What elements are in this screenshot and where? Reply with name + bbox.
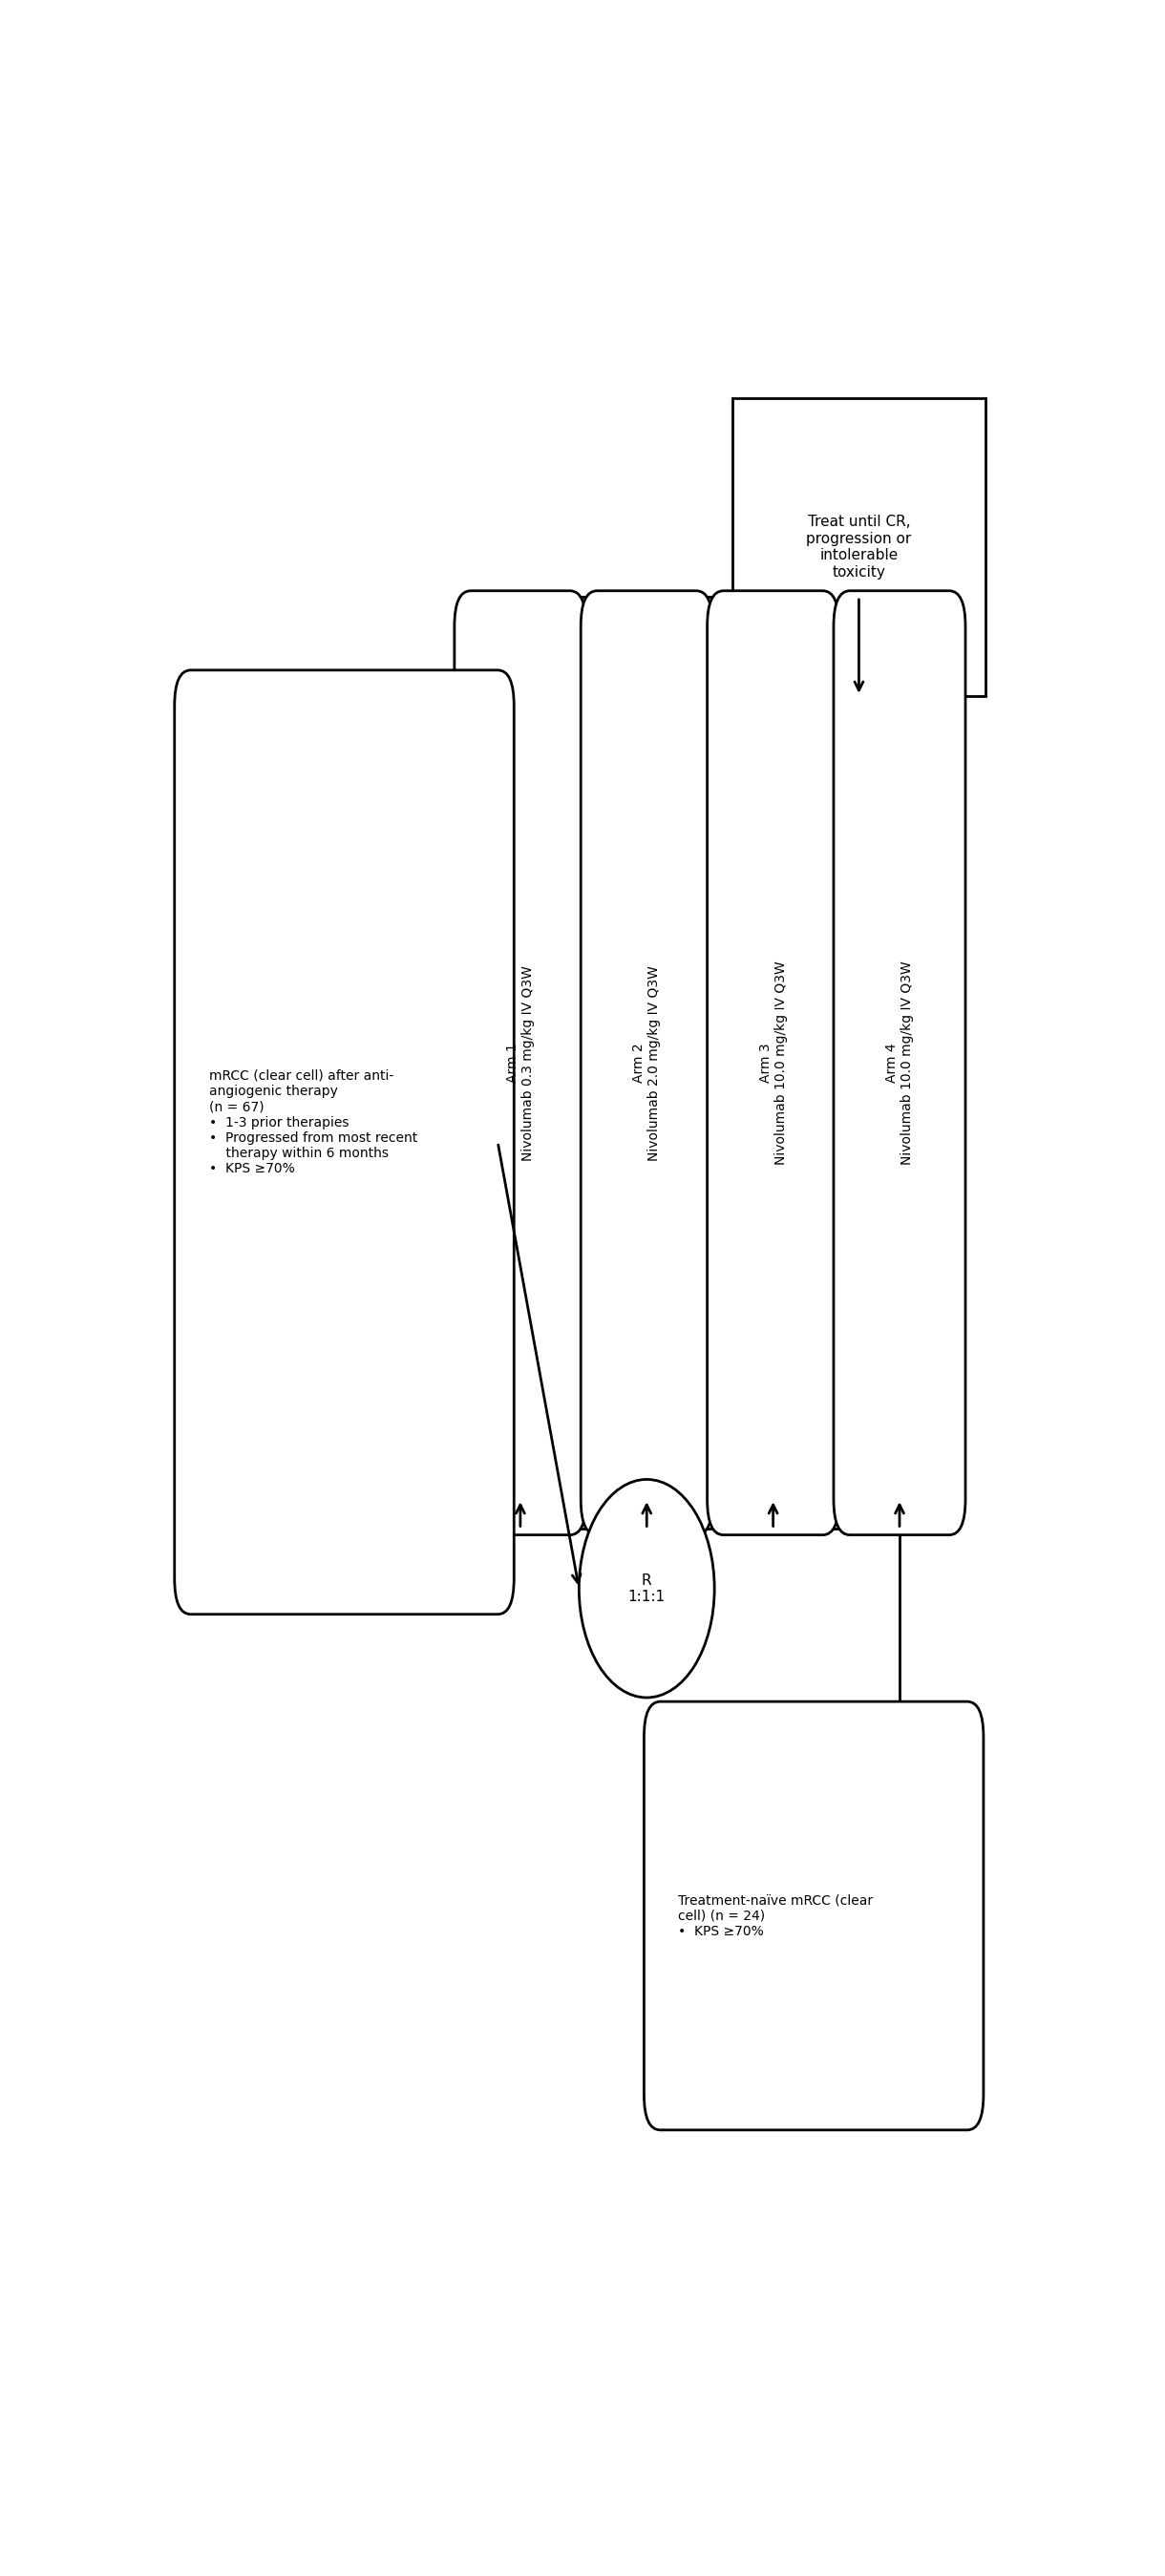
FancyBboxPatch shape <box>581 590 713 1535</box>
FancyBboxPatch shape <box>454 590 586 1535</box>
Text: Arm 2
Nivolumab 2.0 mg/kg IV Q3W: Arm 2 Nivolumab 2.0 mg/kg IV Q3W <box>633 966 662 1162</box>
Text: Arm 3
Nivolumab 10.0 mg/kg IV Q3W: Arm 3 Nivolumab 10.0 mg/kg IV Q3W <box>758 961 788 1164</box>
FancyBboxPatch shape <box>644 1703 983 2130</box>
FancyBboxPatch shape <box>175 670 514 1615</box>
Text: FIG. 1 – Study Design and Objectives: FIG. 1 – Study Design and Objectives <box>185 855 205 1270</box>
Text: Arm 4
Nivolumab 10.0 mg/kg IV Q3W: Arm 4 Nivolumab 10.0 mg/kg IV Q3W <box>885 961 915 1164</box>
Ellipse shape <box>579 1479 714 1698</box>
FancyBboxPatch shape <box>733 399 986 696</box>
Text: Arm 1
Nivolumab 0.3 mg/kg IV Q3W: Arm 1 Nivolumab 0.3 mg/kg IV Q3W <box>506 966 535 1162</box>
FancyBboxPatch shape <box>834 590 966 1535</box>
Text: mRCC (clear cell) after anti-
angiogenic therapy
(n = 67)
•  1-3 prior therapies: mRCC (clear cell) after anti- angiogenic… <box>209 1069 417 1175</box>
Text: Treatment-naïve mRCC (clear
cell) (n = 24)
•  KPS ≥70%: Treatment-naïve mRCC (clear cell) (n = 2… <box>678 1893 874 1937</box>
Text: Treat until CR,
progression or
intolerable
toxicity: Treat until CR, progression or intolerab… <box>806 515 911 580</box>
Text: R
1:1:1: R 1:1:1 <box>628 1574 665 1605</box>
FancyBboxPatch shape <box>707 590 839 1535</box>
